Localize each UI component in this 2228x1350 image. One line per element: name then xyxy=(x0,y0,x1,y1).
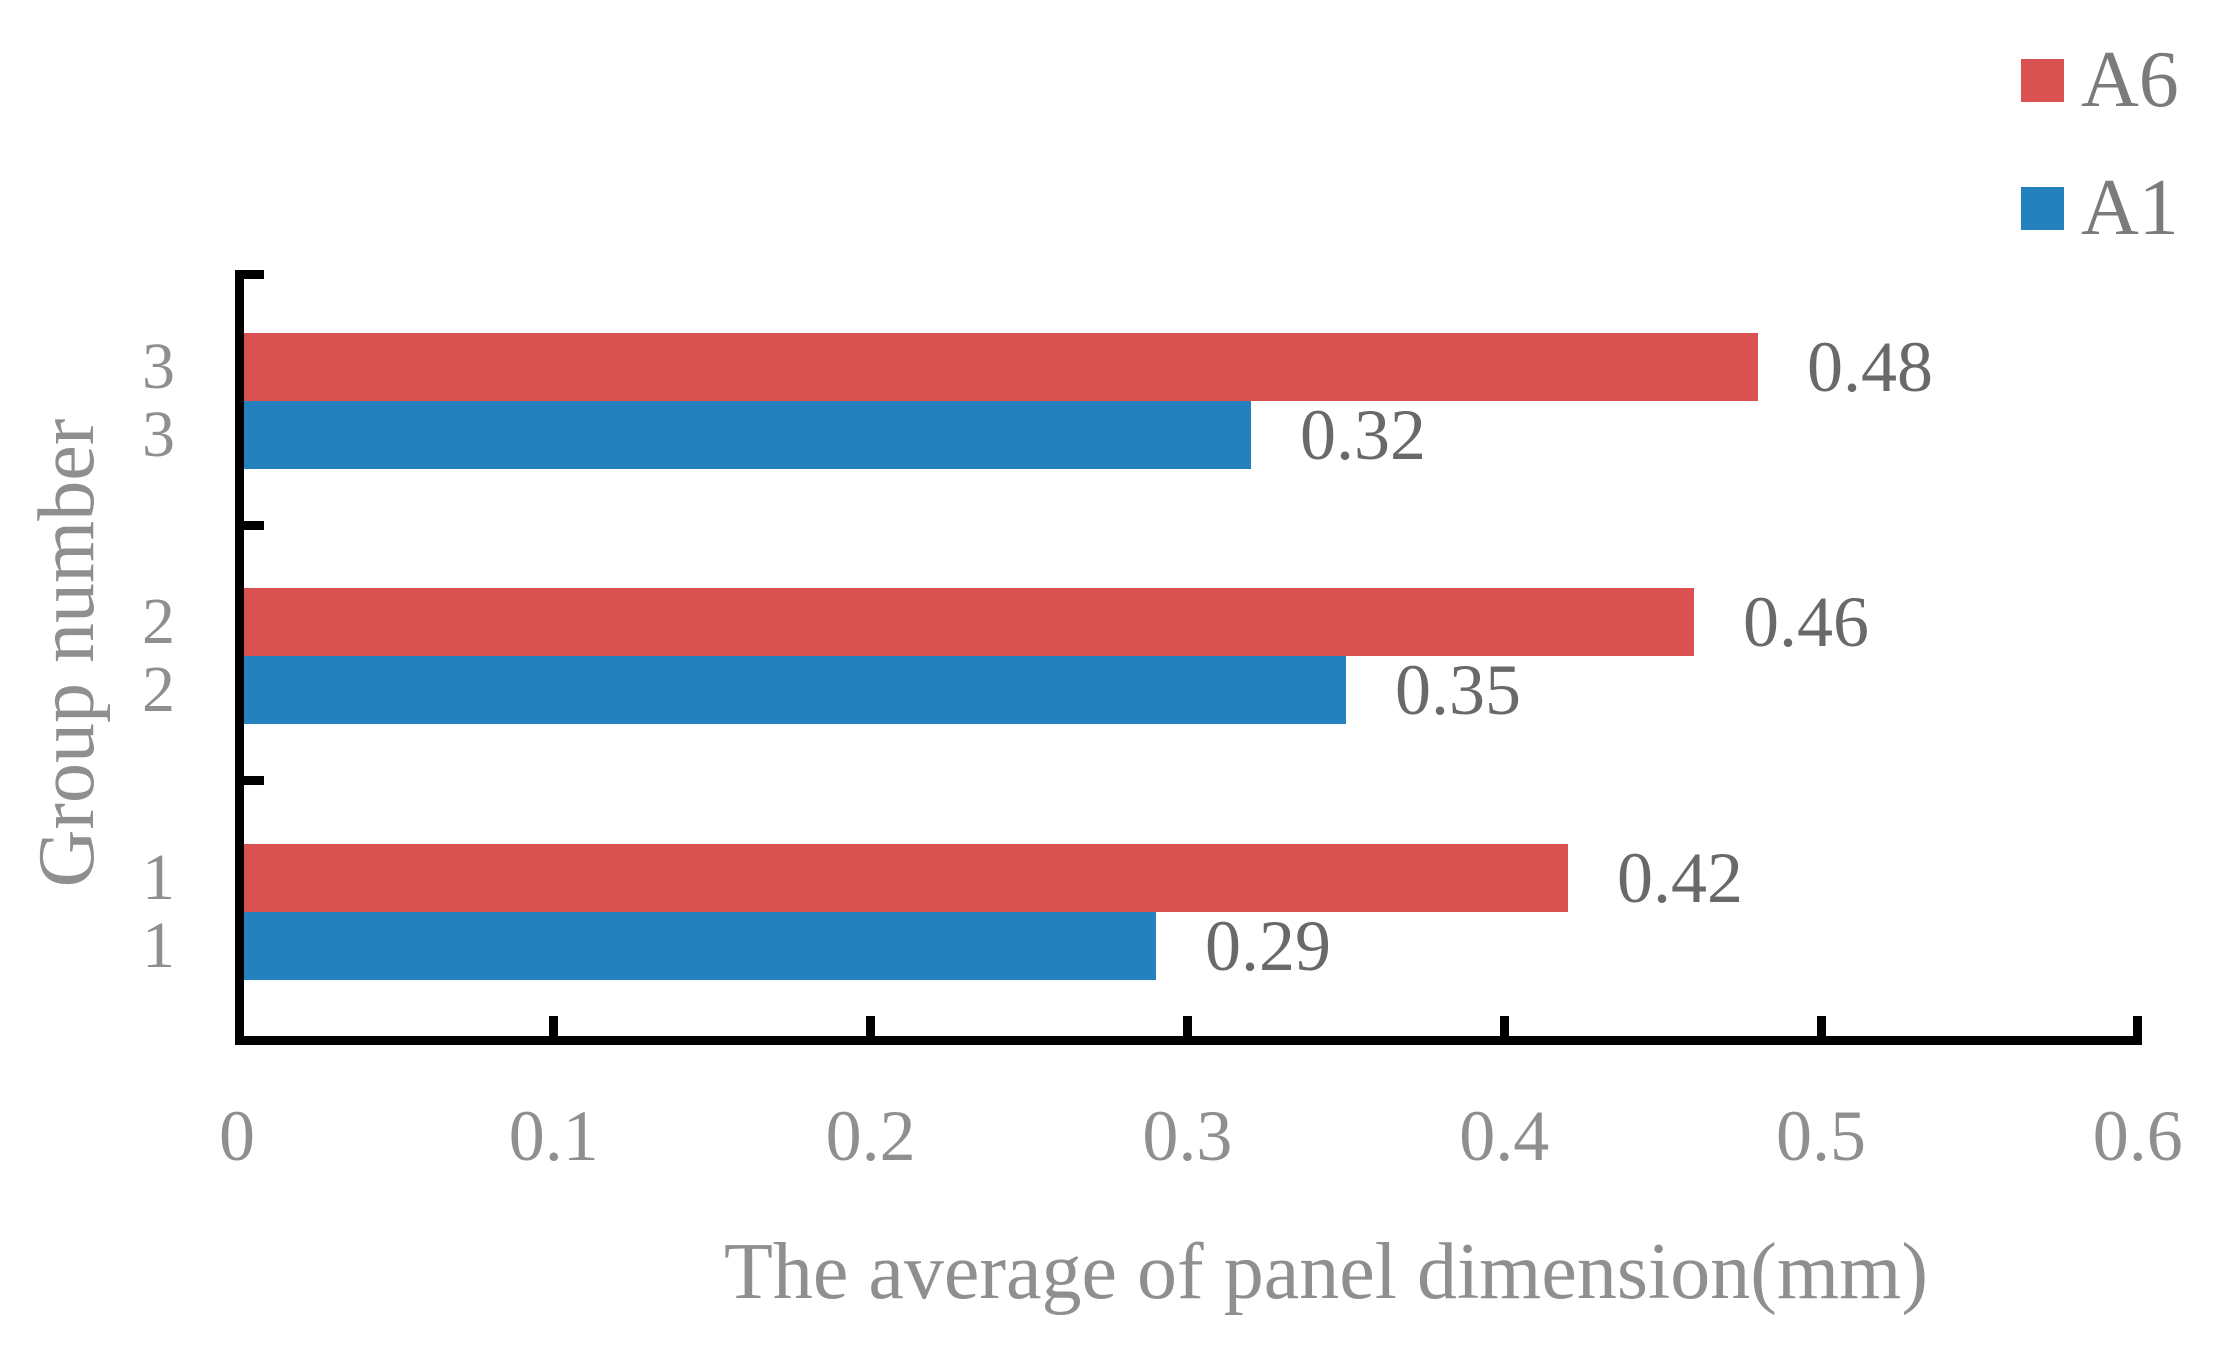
legend-swatch-a6 xyxy=(2021,58,2064,102)
legend-entry-a1: A1 xyxy=(2021,168,2179,248)
x-axis-tick xyxy=(2133,1016,2142,1036)
x-axis-tick xyxy=(549,1016,559,1036)
bar-a1-group-1 xyxy=(244,911,1156,980)
y-tick-label: 1 xyxy=(142,908,175,982)
x-axis-title: The average of panel dimension(mm) xyxy=(724,1228,1928,1316)
bar-value-label: 0.48 xyxy=(1807,327,1933,407)
legend-label-a1: A1 xyxy=(2081,164,2179,252)
y-axis-tick xyxy=(244,521,264,530)
x-tick-label: 0.2 xyxy=(825,1096,916,1176)
y-tick-label: 2 xyxy=(142,653,175,727)
y-axis-tick xyxy=(244,270,264,279)
x-axis-tick xyxy=(1182,1016,1192,1036)
y-tick-label: 3 xyxy=(142,398,175,471)
chart-legend: A6 A1 xyxy=(2021,40,2179,296)
legend-swatch-a1 xyxy=(2021,186,2064,230)
y-axis-tick xyxy=(244,776,264,785)
bar-value-label: 0.46 xyxy=(1743,582,1869,663)
x-axis-tick xyxy=(866,1016,876,1036)
bar-value-label: 0.35 xyxy=(1395,650,1521,731)
y-tick-label: 3 xyxy=(142,330,175,403)
bar-a1-group-2 xyxy=(244,656,1346,725)
x-axis-tick xyxy=(1816,1016,1826,1036)
x-tick-label: 0.4 xyxy=(1459,1096,1550,1176)
bar-a1-group-3 xyxy=(244,401,1251,469)
legend-label-a6: A6 xyxy=(2081,36,2179,124)
legend-entry-a6: A6 xyxy=(2021,40,2179,120)
bar-a6-group-2 xyxy=(244,588,1694,657)
bar-a6-group-3 xyxy=(244,333,1758,401)
x-tick-label: 0.3 xyxy=(1142,1096,1233,1176)
x-tick-label: 0.5 xyxy=(1776,1096,1866,1176)
y-tick-label: 2 xyxy=(142,585,175,659)
bar-value-label: 0.42 xyxy=(1617,837,1743,918)
bar-a6-group-1 xyxy=(244,843,1568,912)
x-axis-tick xyxy=(1499,1016,1509,1036)
bar-value-label: 0.29 xyxy=(1205,905,1331,986)
bar-value-label: 0.32 xyxy=(1300,395,1426,475)
x-tick-label: 0 xyxy=(219,1096,255,1176)
plot-area: 0.48 0.32 0.46 0.35 0.42 0.29 xyxy=(235,270,2142,1045)
y-tick-label: 1 xyxy=(142,840,175,914)
x-tick-label: 0.1 xyxy=(508,1096,599,1176)
x-tick-label: 0.6 xyxy=(2092,1096,2183,1176)
